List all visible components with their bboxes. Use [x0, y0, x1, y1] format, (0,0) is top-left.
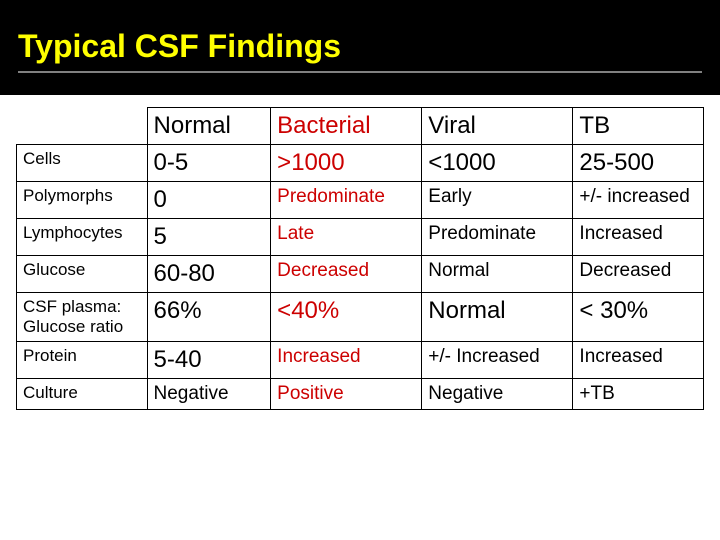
header-empty	[17, 108, 148, 145]
table-row: Lymphocytes5LatePredominateIncreased	[17, 219, 704, 256]
title-bar: Typical CSF Findings	[0, 0, 720, 95]
csf-findings-table: Normal Bacterial Viral TB Cells0-5>1000<…	[16, 107, 704, 410]
cell-normal: 60-80	[147, 256, 271, 293]
cell-normal: 0	[147, 182, 271, 219]
cell-tb: < 30%	[573, 293, 704, 342]
cell-viral: Normal	[422, 256, 573, 293]
cell-normal: 0-5	[147, 145, 271, 182]
cell-bacterial: Decreased	[271, 256, 422, 293]
row-label: CSF plasma: Glucose ratio	[17, 293, 148, 342]
cell-bacterial: Predominate	[271, 182, 422, 219]
cell-bacterial: Positive	[271, 379, 422, 410]
cell-normal: 5	[147, 219, 271, 256]
cell-bacterial: Late	[271, 219, 422, 256]
cell-viral: Predominate	[422, 219, 573, 256]
cell-tb: Increased	[573, 342, 704, 379]
row-label: Glucose	[17, 256, 148, 293]
row-label: Polymorphs	[17, 182, 148, 219]
page-title: Typical CSF Findings	[18, 28, 702, 73]
cell-viral: Negative	[422, 379, 573, 410]
cell-tb: +/- increased	[573, 182, 704, 219]
table-row: Cells0-5>1000<100025-500	[17, 145, 704, 182]
table-header-row: Normal Bacterial Viral TB	[17, 108, 704, 145]
row-label: Lymphocytes	[17, 219, 148, 256]
cell-bacterial: Increased	[271, 342, 422, 379]
cell-tb: 25-500	[573, 145, 704, 182]
cell-viral: <1000	[422, 145, 573, 182]
table-row: CultureNegativePositiveNegative+TB	[17, 379, 704, 410]
cell-bacterial: >1000	[271, 145, 422, 182]
cell-tb: Decreased	[573, 256, 704, 293]
cell-normal: 5-40	[147, 342, 271, 379]
row-label: Protein	[17, 342, 148, 379]
cell-viral: Normal	[422, 293, 573, 342]
cell-viral: Early	[422, 182, 573, 219]
table-row: Polymorphs0PredominateEarly+/- increased	[17, 182, 704, 219]
table-row: CSF plasma: Glucose ratio66%<40%Normal< …	[17, 293, 704, 342]
cell-tb: +TB	[573, 379, 704, 410]
header-bacterial: Bacterial	[271, 108, 422, 145]
row-label: Cells	[17, 145, 148, 182]
cell-normal: Negative	[147, 379, 271, 410]
table-row: Protein5-40Increased+/- IncreasedIncreas…	[17, 342, 704, 379]
cell-viral: +/- Increased	[422, 342, 573, 379]
table-row: Glucose60-80DecreasedNormalDecreased	[17, 256, 704, 293]
cell-tb: Increased	[573, 219, 704, 256]
cell-normal: 66%	[147, 293, 271, 342]
header-viral: Viral	[422, 108, 573, 145]
header-normal: Normal	[147, 108, 271, 145]
table-body: Cells0-5>1000<100025-500Polymorphs0Predo…	[17, 145, 704, 410]
header-tb: TB	[573, 108, 704, 145]
table-container: Normal Bacterial Viral TB Cells0-5>1000<…	[0, 95, 720, 410]
cell-bacterial: <40%	[271, 293, 422, 342]
row-label: Culture	[17, 379, 148, 410]
